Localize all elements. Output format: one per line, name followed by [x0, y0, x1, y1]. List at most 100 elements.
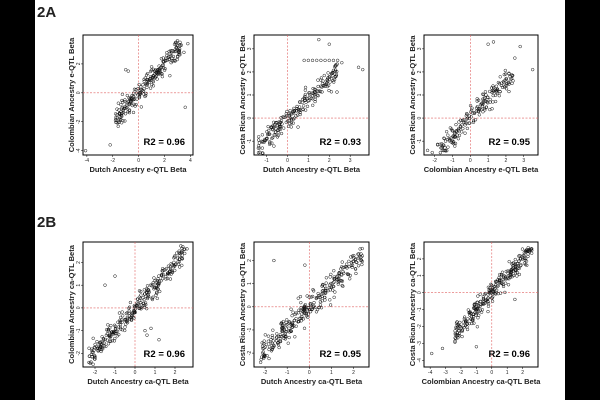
- data-point: [120, 320, 124, 324]
- data-point: [492, 284, 496, 289]
- data-point: [115, 329, 120, 333]
- data-point: [289, 125, 293, 129]
- data-point: [116, 325, 121, 329]
- data-point: [333, 64, 337, 68]
- data-point: [506, 283, 511, 287]
- data-point: [106, 328, 111, 332]
- data-point: [337, 271, 341, 275]
- data-point: [284, 335, 288, 339]
- data-point: [524, 256, 528, 260]
- data-point: [319, 58, 323, 63]
- data-point: [481, 296, 486, 301]
- data-point: [332, 277, 336, 281]
- data-point: [473, 118, 478, 122]
- data-point: [270, 136, 274, 141]
- data-point: [260, 341, 264, 345]
- data-point: [484, 93, 488, 97]
- data-point: [172, 263, 176, 268]
- x-tick-label: 1: [487, 158, 490, 164]
- data-point: [317, 306, 321, 310]
- data-point: [471, 120, 476, 124]
- x-tick-label: 0: [137, 158, 140, 164]
- data-point: [455, 129, 459, 133]
- data-point: [159, 71, 164, 76]
- data-point: [491, 93, 495, 98]
- data-point: [160, 72, 164, 76]
- data-point: [171, 49, 175, 53]
- data-point: [334, 74, 338, 78]
- data-point: [440, 148, 445, 153]
- data-point: [113, 274, 117, 278]
- data-point: [129, 100, 133, 104]
- data-point: [323, 290, 327, 294]
- x-tick-label: 1: [330, 370, 333, 376]
- y-axis-label: Costa Rican Ancestry e-QTL Beta: [408, 35, 417, 155]
- data-point: [333, 290, 337, 294]
- data-point: [332, 280, 336, 284]
- x-axis-label: Colombian Ancestry e-QTL Beta: [424, 165, 539, 174]
- x-tick-label: 2: [174, 370, 177, 376]
- data-point: [181, 245, 185, 249]
- data-point: [320, 292, 324, 296]
- data-point: [120, 328, 124, 332]
- data-point: [472, 111, 476, 115]
- data-point: [446, 133, 450, 137]
- plot-frame: [82, 34, 194, 156]
- data-point: [257, 141, 262, 145]
- data-point: [331, 58, 336, 63]
- data-point: [272, 344, 276, 348]
- data-point: [182, 50, 186, 54]
- data-point: [354, 257, 358, 261]
- data-point: [501, 284, 506, 289]
- data-point: [458, 124, 463, 128]
- data-point: [269, 349, 274, 353]
- data-point: [504, 87, 509, 91]
- data-point: [503, 275, 508, 279]
- data-point: [332, 80, 336, 84]
- data-point: [89, 352, 94, 357]
- data-point: [101, 341, 105, 345]
- data-point: [186, 42, 190, 46]
- data-point: [114, 118, 118, 122]
- data-point: [457, 133, 462, 138]
- data-point: [356, 264, 361, 268]
- data-point: [443, 146, 447, 150]
- data-point: [471, 317, 475, 321]
- data-point: [460, 334, 464, 339]
- data-point: [316, 84, 320, 89]
- data-point: [294, 109, 299, 113]
- data-point: [167, 58, 171, 62]
- data-point: [175, 251, 179, 255]
- data-point: [300, 314, 304, 319]
- data-point: [116, 320, 120, 324]
- data-point: [302, 104, 306, 108]
- data-point: [497, 278, 502, 282]
- data-point: [290, 314, 294, 318]
- data-point: [509, 272, 514, 277]
- data-point: [507, 89, 511, 94]
- data-point: [175, 39, 180, 43]
- data-point: [318, 303, 323, 307]
- data-point: [280, 325, 284, 330]
- data-point: [165, 272, 170, 277]
- data-point: [178, 251, 182, 256]
- data-point: [497, 281, 502, 285]
- data-point: [326, 71, 330, 75]
- data-point: [173, 59, 177, 63]
- data-point: [328, 288, 332, 292]
- data-point: [324, 291, 328, 295]
- data-point: [476, 316, 480, 320]
- data-point: [286, 341, 290, 345]
- data-point: [499, 83, 504, 88]
- data-point: [120, 98, 124, 103]
- data-point: [456, 137, 461, 141]
- data-point: [178, 265, 182, 269]
- data-point: [466, 308, 470, 312]
- data-point: [279, 131, 284, 136]
- data-point: [314, 310, 319, 314]
- x-tick-label: -3: [443, 370, 448, 376]
- data-point: [312, 300, 316, 305]
- data-point: [263, 333, 267, 337]
- data-point: [99, 347, 104, 352]
- data-point: [138, 91, 142, 95]
